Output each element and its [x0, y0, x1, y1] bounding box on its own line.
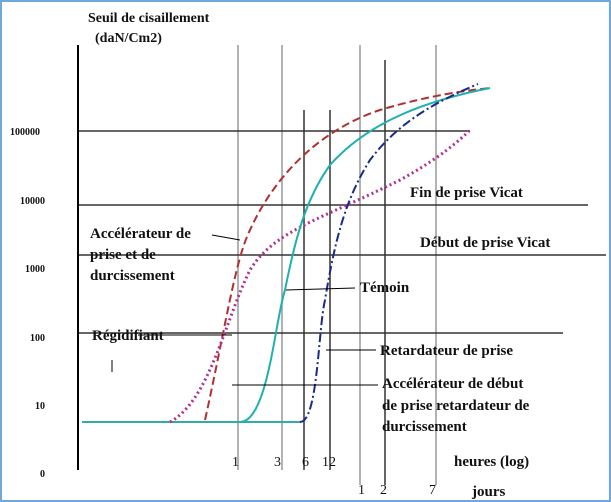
- x-axis-label: heures (log): [454, 454, 529, 470]
- curve-temoin: [239, 87, 491, 423]
- label: Retardateur de prise: [380, 343, 513, 359]
- label: Fin de prise Vicat: [410, 185, 523, 201]
- label: durcissement: [90, 268, 175, 284]
- label: Accélérateur de début: [382, 376, 523, 392]
- label: de prise retardateur de: [382, 398, 530, 414]
- x-axis-label: jours: [471, 484, 505, 500]
- x-tick-label: 7: [429, 483, 436, 498]
- axis-title: Seuil de cisaillement: [88, 11, 210, 26]
- x-tick-label: 1: [232, 455, 239, 470]
- x-tick-label: 1: [358, 483, 365, 498]
- y-tick-label: 10000: [20, 196, 45, 207]
- y-tick-label: 10: [35, 401, 45, 412]
- x-tick-label: 12: [322, 455, 336, 470]
- axis-unit: (daN/Cm2): [95, 31, 162, 46]
- x-tick-label: 3: [274, 455, 281, 470]
- y-tick-label: 1000: [25, 264, 45, 275]
- curve-retardateur: [299, 83, 479, 423]
- label: Début de prise Vicat: [420, 235, 550, 251]
- curve-accelerateur: [204, 87, 491, 421]
- y-tick-label: 100: [30, 333, 45, 344]
- arrows: [111, 234, 378, 386]
- reference-lines: [78, 60, 606, 485]
- label: durcissement: [382, 419, 467, 435]
- x-tick-label: 6: [302, 455, 309, 470]
- y-tick-label: 0: [40, 469, 45, 480]
- y-tick-label: 100000: [10, 127, 40, 138]
- label: Régidifiant: [92, 328, 164, 344]
- label: prise et de: [90, 247, 156, 263]
- x-tick-label: 2: [380, 483, 387, 498]
- label: Accélérateur de: [90, 226, 191, 242]
- label: Témoin: [360, 280, 410, 296]
